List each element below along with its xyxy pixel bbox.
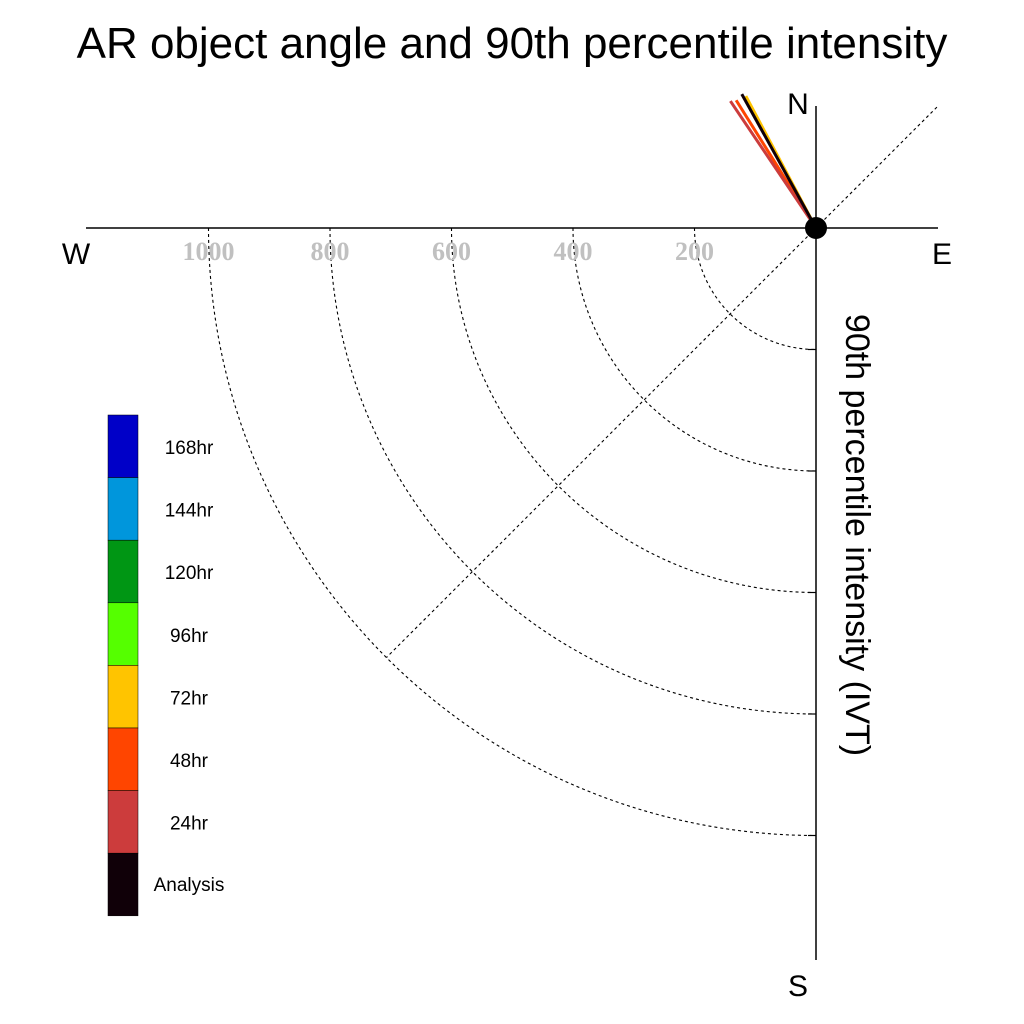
legend-swatch-24hr xyxy=(107,790,139,854)
range-ring-1000 xyxy=(207,227,817,837)
southwest-diagonal xyxy=(386,227,817,658)
range-ring-200 xyxy=(693,227,817,351)
legend-swatch-96hr xyxy=(107,602,139,666)
legend-label-144hr: 144hr xyxy=(165,501,214,522)
compass-west-label: W xyxy=(62,238,91,271)
grid xyxy=(207,227,817,837)
legend-swatch-168hr xyxy=(107,414,139,478)
range-ring-600 xyxy=(450,227,817,594)
legend-swatch-analysis xyxy=(107,852,139,917)
legend-label-analysis: Analysis xyxy=(154,875,225,896)
legend-label-96hr: 96hr xyxy=(170,626,209,647)
tick-label-200: 200 xyxy=(675,237,714,266)
legend-label-168hr: 168hr xyxy=(165,438,214,459)
chart-title: AR object angle and 90th percentile inte… xyxy=(77,19,948,68)
legend-label-48hr: 48hr xyxy=(170,751,209,772)
legend: 168hr 144hr 120hr 96hr 72hr 48hr 24hr Analysis xyxy=(107,414,225,917)
tick-label-1000: 1000 xyxy=(183,237,235,266)
compass-north-label: N xyxy=(787,88,809,121)
y-axis-label: 90th percentile intensity (IVT) xyxy=(838,314,876,756)
legend-swatch-144hr xyxy=(107,477,139,541)
compass-east-label: E xyxy=(932,238,952,271)
tick-label-800: 800 xyxy=(311,237,350,266)
range-ring-800 xyxy=(329,227,817,715)
legend-swatch-48hr xyxy=(107,727,139,791)
origin-marker xyxy=(805,217,827,239)
legend-swatch-72hr xyxy=(107,665,139,729)
tick-label-400: 400 xyxy=(554,237,593,266)
series-lines xyxy=(729,93,818,229)
legend-label-24hr: 24hr xyxy=(170,814,209,835)
northeast-diagonal xyxy=(815,105,939,229)
series-line-analysis xyxy=(740,93,818,229)
series-line-24hr xyxy=(729,100,818,229)
legend-label-120hr: 120hr xyxy=(165,563,214,584)
tick-label-600: 600 xyxy=(432,237,471,266)
radial-tick-labels: 200 400 600 800 1000 xyxy=(183,237,715,266)
legend-swatch-120hr xyxy=(107,539,139,604)
range-ring-400 xyxy=(572,227,817,472)
legend-label-72hr: 72hr xyxy=(170,688,209,709)
compass-south-label: S xyxy=(788,970,808,1003)
